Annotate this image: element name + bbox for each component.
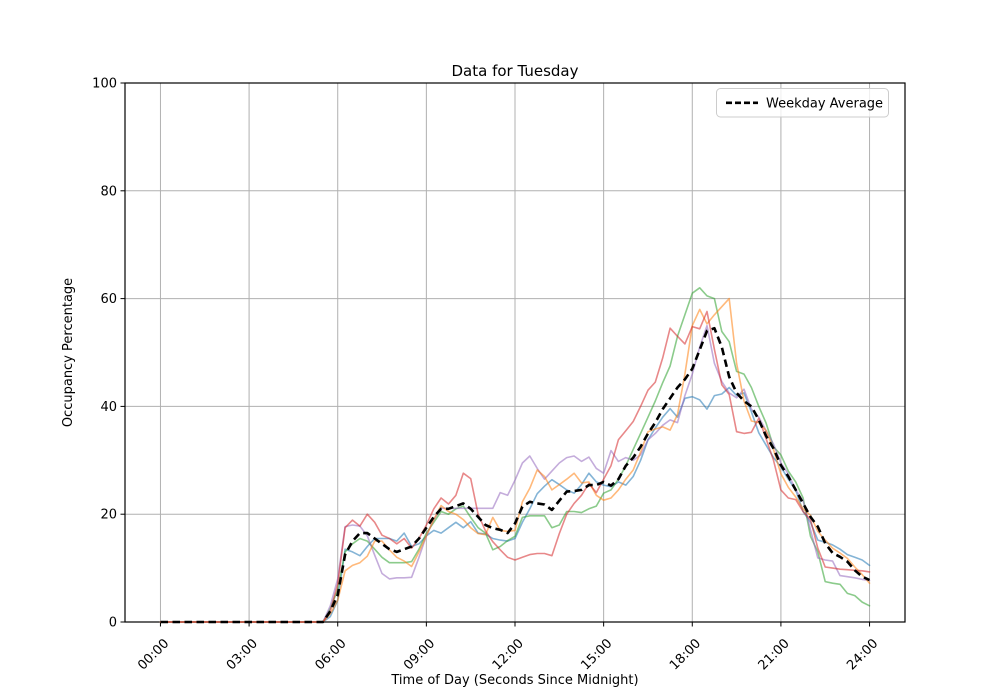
y-axis-label: Occupancy Percentage (61, 278, 76, 427)
average-line (160, 326, 871, 624)
y-tick-label: 80 (100, 184, 117, 199)
x-tick-label: 06:00 (312, 636, 349, 673)
x-tick-label: 09:00 (401, 636, 438, 673)
x-tick-label: 18:00 (667, 636, 704, 673)
y-tick-label: 20 (100, 508, 117, 523)
y-tick-label: 40 (100, 400, 117, 415)
x-tick-label: 00:00 (135, 636, 172, 673)
legend-box (716, 88, 889, 118)
series-line-red (159, 310, 871, 623)
legend: Weekday Average (716, 88, 889, 118)
y-tick-label: 60 (100, 292, 117, 307)
x-axis-label: Time of Day (Seconds Since Midnight) (390, 673, 638, 688)
legend-label: Weekday Average (766, 97, 883, 112)
plot-area: 00:00 03:00 06:00 09:00 12:00 15:00 18:00 21:00… (92, 77, 906, 674)
x-tick-label: 21:00 (756, 636, 793, 673)
y-tick-label: 0 (109, 616, 117, 631)
x-tick-label: 03:00 (224, 636, 261, 673)
x-tick-label: 12:00 (490, 636, 527, 673)
x-tick-label: 24:00 (844, 636, 881, 673)
chart-title: Data for Tuesday (451, 62, 578, 80)
grid-lines (125, 82, 905, 623)
x-tick-label: 15:00 (578, 636, 615, 673)
axis-ticks: 00:00 03:00 06:00 09:00 12:00 15:00 18:00 21:00… (92, 77, 881, 674)
y-tick-label: 100 (92, 77, 117, 92)
